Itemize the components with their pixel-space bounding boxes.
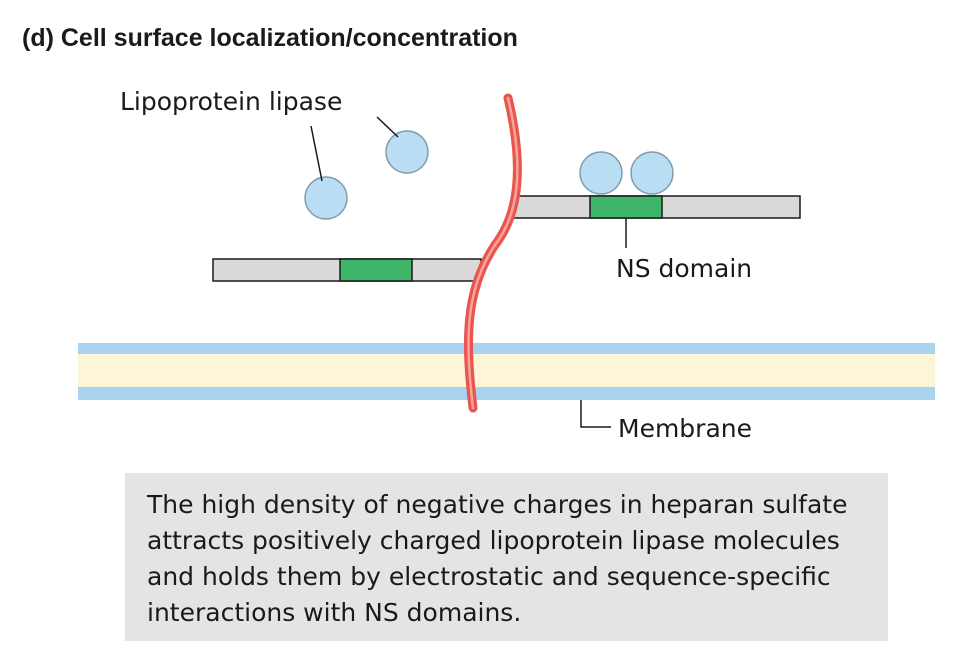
heparan-sulfate-chain-right: [512, 195, 801, 219]
core-protein: [463, 93, 522, 413]
lipase-molecule-bound: [579, 151, 623, 195]
lipase-leader-line: [310, 125, 323, 182]
ns-domain-left: [339, 258, 413, 282]
lipase-label: Lipoprotein lipase: [120, 87, 343, 116]
lipase-leader-line: [376, 116, 399, 138]
leader-lines: [310, 116, 627, 428]
membrane: [78, 343, 935, 400]
ns-domain-label: NS domain: [616, 254, 753, 283]
ns-domain-right: [589, 195, 663, 219]
lipase-molecule: [385, 130, 429, 174]
lipase-molecule-bound: [630, 151, 674, 195]
lipase-molecules: [304, 130, 674, 220]
heparan-sulfate-chain-left: [212, 258, 482, 282]
membrane-inner-layer: [78, 354, 935, 387]
membrane-label: Membrane: [618, 414, 752, 443]
caption-text: The high density of negative charges in …: [147, 490, 848, 627]
panel-title: (d) Cell surface localization/concentrat…: [22, 24, 518, 52]
membrane-leader-line: [580, 400, 611, 428]
lipase-molecule: [304, 176, 348, 220]
caption-box: The high density of negative charges in …: [125, 473, 888, 641]
core-protein-highlight: [467, 96, 519, 410]
